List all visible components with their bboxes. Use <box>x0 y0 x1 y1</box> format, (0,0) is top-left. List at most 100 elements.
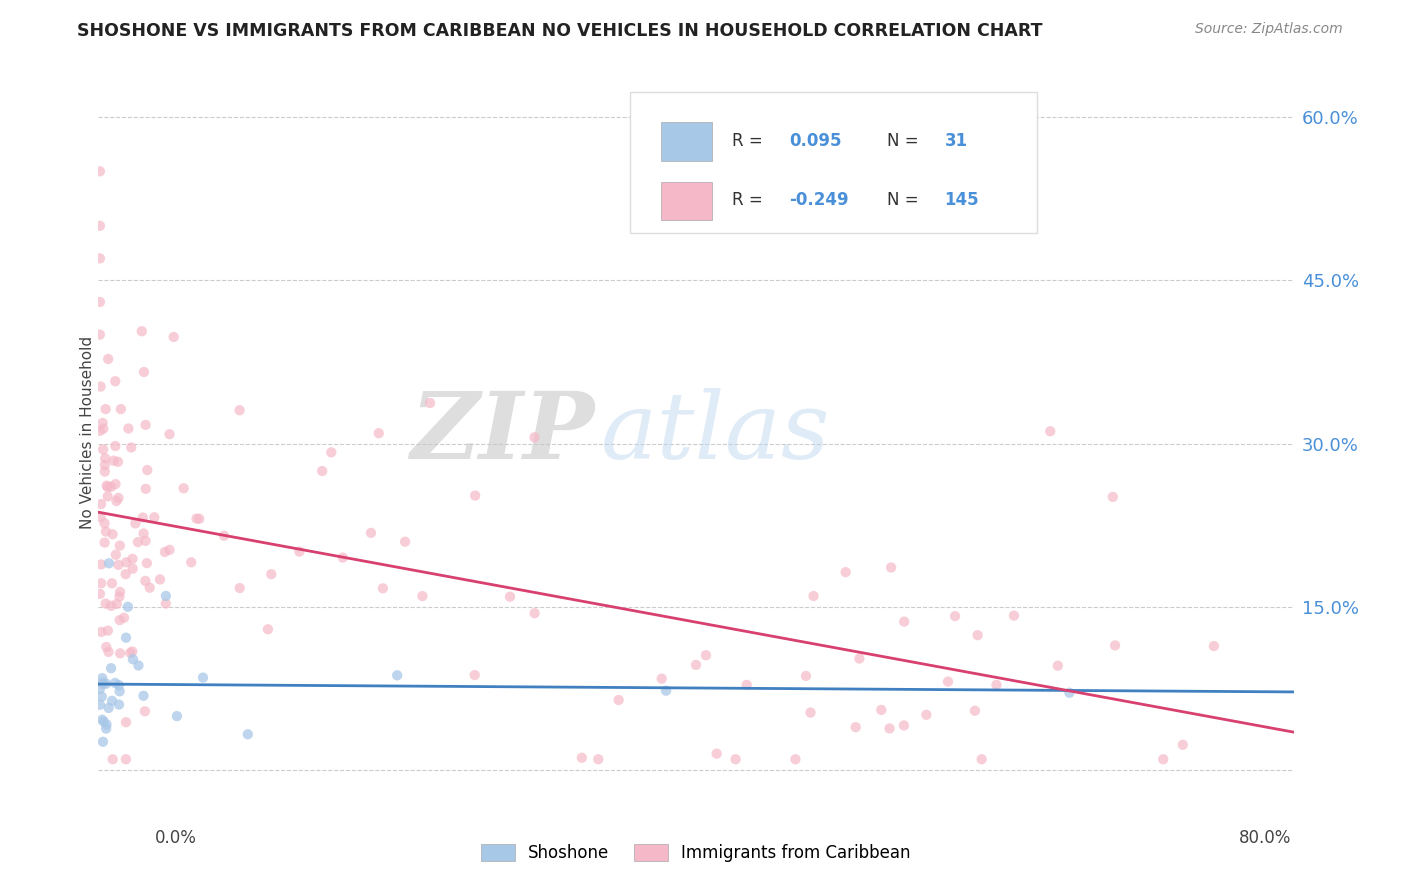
Point <box>108 613 131 627</box>
Point <box>89 424 111 438</box>
Point <box>101 694 124 708</box>
Point <box>127 535 149 549</box>
Point <box>110 402 132 417</box>
Point <box>134 704 156 718</box>
Text: N =: N = <box>887 191 924 209</box>
Point <box>236 727 259 741</box>
Point <box>117 599 139 614</box>
Point <box>229 581 252 595</box>
Point <box>108 646 131 660</box>
Point <box>97 624 120 638</box>
Point <box>879 722 901 736</box>
Point <box>121 551 143 566</box>
Point <box>915 707 938 722</box>
Point <box>735 678 758 692</box>
Point <box>94 458 117 472</box>
Text: SHOSHONE VS IMMIGRANTS FROM CARIBBEAN NO VEHICLES IN HOUSEHOLD CORRELATION CHART: SHOSHONE VS IMMIGRANTS FROM CARIBBEAN NO… <box>77 22 1043 40</box>
Point <box>90 510 112 524</box>
Text: R =: R = <box>733 191 768 209</box>
Point <box>943 609 966 624</box>
Point <box>155 597 177 611</box>
Point <box>803 589 825 603</box>
Point <box>90 497 112 511</box>
Point <box>367 426 389 441</box>
Point <box>651 672 673 686</box>
Point <box>108 678 131 692</box>
Point <box>159 542 181 557</box>
Point <box>90 379 112 393</box>
Point <box>100 661 122 675</box>
Text: 31: 31 <box>945 132 967 150</box>
Point <box>212 529 235 543</box>
Point <box>360 525 382 540</box>
Point <box>132 365 155 379</box>
Point <box>101 576 124 591</box>
Text: 80.0%: 80.0% <box>1239 829 1292 847</box>
Point <box>103 453 125 467</box>
Point <box>143 510 166 524</box>
Point <box>1104 639 1126 653</box>
Point <box>91 442 114 457</box>
Point <box>257 622 280 636</box>
Point <box>108 684 131 698</box>
Text: N =: N = <box>887 132 924 150</box>
Point <box>138 581 160 595</box>
Point <box>94 402 117 417</box>
Point <box>159 427 181 442</box>
Point <box>893 615 915 629</box>
Point <box>108 585 131 599</box>
Point <box>311 464 333 478</box>
Point <box>1171 738 1194 752</box>
Point <box>571 750 593 764</box>
Point <box>89 295 111 310</box>
Point <box>97 490 120 504</box>
Point <box>685 657 707 672</box>
Point <box>91 735 114 749</box>
Point <box>94 451 117 466</box>
Point <box>385 668 409 682</box>
Point <box>163 330 186 344</box>
Point <box>93 516 115 531</box>
Point <box>288 544 311 558</box>
Point <box>107 491 129 505</box>
Point <box>120 441 142 455</box>
Point <box>464 489 486 503</box>
Point <box>523 430 546 444</box>
Point <box>104 548 127 562</box>
Point <box>166 709 188 723</box>
Point <box>607 693 630 707</box>
Point <box>464 668 486 682</box>
Point <box>848 651 870 665</box>
Point <box>115 631 138 645</box>
Text: 0.0%: 0.0% <box>155 829 197 847</box>
Point <box>96 722 118 736</box>
Point <box>100 480 122 494</box>
Point <box>104 374 127 388</box>
Text: -0.249: -0.249 <box>789 191 849 209</box>
Point <box>132 510 155 524</box>
FancyBboxPatch shape <box>661 122 711 161</box>
Point <box>101 752 124 766</box>
Point <box>332 550 354 565</box>
Point <box>155 589 177 603</box>
Point <box>90 690 112 704</box>
Point <box>124 516 146 531</box>
Point <box>93 714 115 729</box>
Point <box>191 671 214 685</box>
Point <box>104 477 127 491</box>
Point <box>936 674 959 689</box>
Point <box>135 533 157 548</box>
Point <box>127 658 149 673</box>
Point <box>188 512 211 526</box>
Point <box>96 478 118 492</box>
Text: Source: ZipAtlas.com: Source: ZipAtlas.com <box>1195 22 1343 37</box>
Point <box>132 526 155 541</box>
FancyBboxPatch shape <box>630 92 1036 233</box>
Point <box>121 644 143 658</box>
Point <box>100 599 122 613</box>
Point <box>97 645 120 659</box>
Text: 145: 145 <box>945 191 979 209</box>
Point <box>153 545 176 559</box>
Point <box>117 421 139 435</box>
Point <box>94 524 117 539</box>
